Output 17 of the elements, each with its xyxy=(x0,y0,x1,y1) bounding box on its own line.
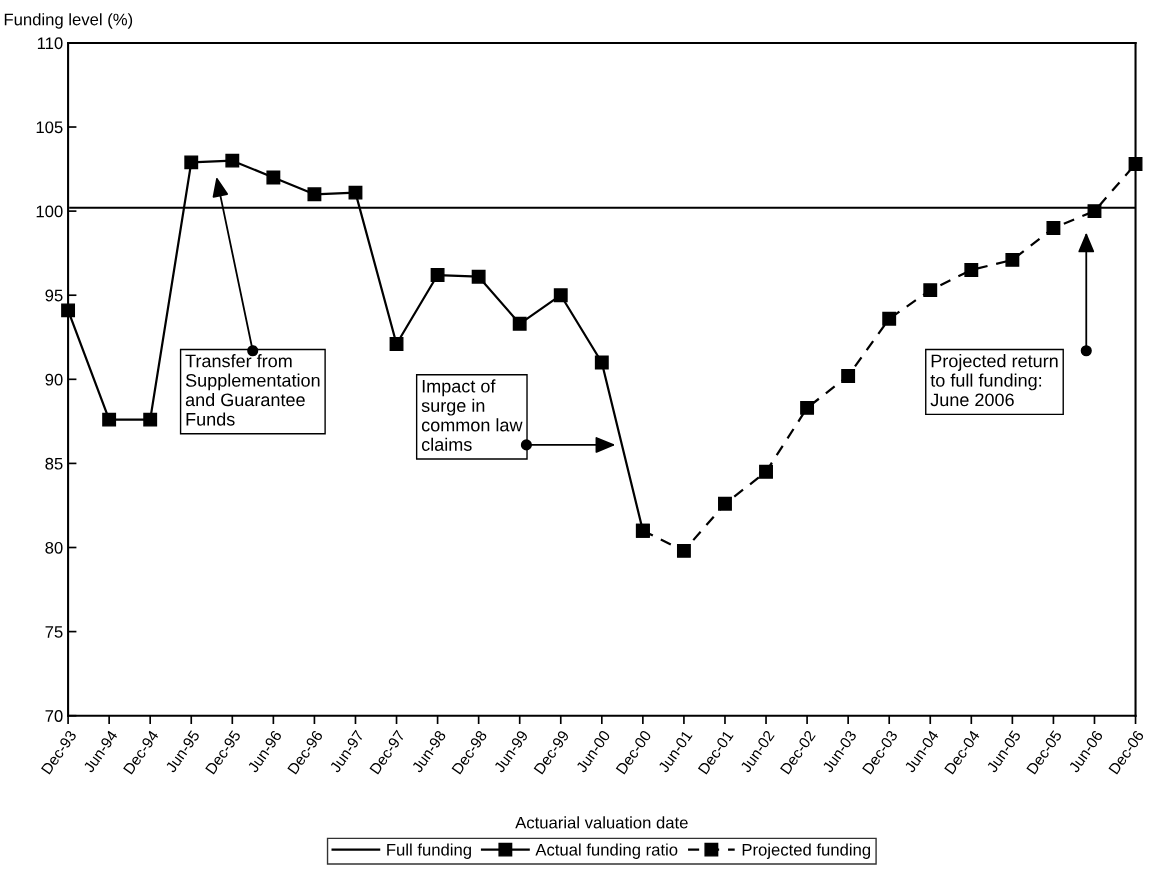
y-tick-label: 95 xyxy=(45,289,63,302)
annotation: Transfer from Supplementation and Guarantee Funds xyxy=(185,354,320,426)
y-tick-label: 75 xyxy=(45,626,63,638)
y-tick-label: 90 xyxy=(45,373,63,386)
legend-label: Full funding xyxy=(387,843,471,859)
y-tick-label: 70 xyxy=(45,710,63,722)
annotation: Projected return to full funding: June 2006 xyxy=(930,354,1058,407)
y-tick-label: 100 xyxy=(36,205,63,218)
legend-label: Projected funding xyxy=(742,843,871,859)
y-tick-label: 105 xyxy=(36,121,63,134)
y-axis-title: Funding level (%) xyxy=(4,13,133,29)
annotation: Impact of surge in common law claims xyxy=(421,379,523,451)
y-tick-label: 110 xyxy=(37,37,63,50)
y-tick-label: 85 xyxy=(45,457,63,470)
y-tick-label: 80 xyxy=(45,541,63,554)
x-axis-title: Actuarial valuation date xyxy=(515,816,688,829)
legend-label: Actual funding ratio xyxy=(535,843,678,859)
